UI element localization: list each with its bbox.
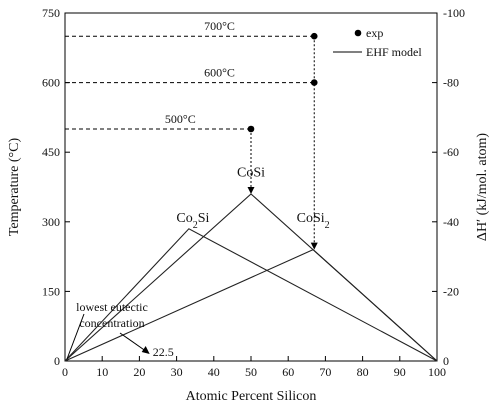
eutectic-label-line1: lowest eutectic	[76, 300, 148, 314]
x-tick-label: 100	[428, 365, 446, 379]
left-y-tick-label: 750	[42, 6, 60, 20]
eutectic-pointer	[119, 332, 146, 352]
experimental-points: 500°C 600°C 700°C	[65, 19, 318, 250]
left-y-axis-ticks: 0 150 300 450 600 750	[42, 6, 70, 368]
phase-labels: Co2Si CoSi CoSi2	[176, 166, 329, 231]
right-y-tick-label: -100	[443, 6, 465, 20]
arrow-to-cosi-head	[247, 186, 255, 194]
right-y-tick-label: -80	[443, 76, 459, 90]
x-tick-label: 10	[96, 365, 108, 379]
x-axis-label: Atomic Percent Silicon	[186, 389, 317, 404]
exp-temperature-label: 700°C	[204, 19, 235, 33]
eutectic-annotation: lowest eutectic concentration 22.5	[66, 300, 174, 360]
x-axis-ticks: 0 10 20 30 40 50 60 70 80 90 100	[62, 356, 446, 379]
legend-model-label: EHF model	[366, 45, 422, 59]
right-y-axis-label: ΔHʹ (kJ/mol. atom)	[475, 133, 490, 241]
x-tick-label: 0	[62, 365, 68, 379]
x-tick-label: 20	[133, 365, 145, 379]
legend-exp-label: exp	[366, 26, 383, 40]
exp-temperature-label: 500°C	[165, 112, 196, 126]
arrow-to-cosi2-head	[310, 242, 318, 250]
legend: exp EHF model	[333, 26, 422, 59]
right-y-axis-ticks: 0 -20 -40 -60 -80 -100	[432, 6, 465, 368]
right-y-tick-label: 0	[443, 354, 449, 368]
ehf-model-curves	[64, 193, 438, 362]
x-tick-label: 60	[282, 365, 294, 379]
phase-label-cosi: CoSi	[237, 166, 265, 181]
left-y-tick-label: 300	[42, 215, 60, 229]
legend-exp-marker	[354, 29, 362, 37]
x-tick-label: 70	[319, 365, 331, 379]
eutectic-label-line2: concentration	[79, 316, 144, 330]
left-y-tick-label: 150	[42, 284, 60, 298]
left-y-tick-label: 0	[54, 354, 60, 368]
exp-point	[310, 79, 318, 86]
left-y-axis-label: Temperature (°C)	[7, 138, 22, 237]
eutectic-pointer-head	[141, 346, 150, 354]
x-tick-label: 50	[245, 365, 257, 379]
x-tick-label: 90	[394, 365, 406, 379]
curve-cosi2	[64, 248, 438, 362]
right-y-tick-label: -20	[443, 284, 459, 298]
eutectic-value-label: 22.5	[153, 345, 174, 359]
left-y-tick-label: 600	[42, 76, 60, 90]
left-y-tick-label: 450	[42, 145, 60, 159]
x-tick-label: 40	[208, 365, 220, 379]
x-tick-label: 30	[171, 365, 183, 379]
phase-label-cosi2: CoSi2	[297, 211, 330, 231]
eutectic-leader	[66, 313, 85, 360]
phase-label-co2si: Co2Si	[176, 211, 209, 231]
right-y-tick-label: -40	[443, 215, 459, 229]
right-y-tick-label: -60	[443, 145, 459, 159]
curve-co2si	[64, 228, 438, 362]
x-tick-label: 80	[357, 365, 369, 379]
exp-temperature-label: 600°C	[204, 66, 235, 80]
